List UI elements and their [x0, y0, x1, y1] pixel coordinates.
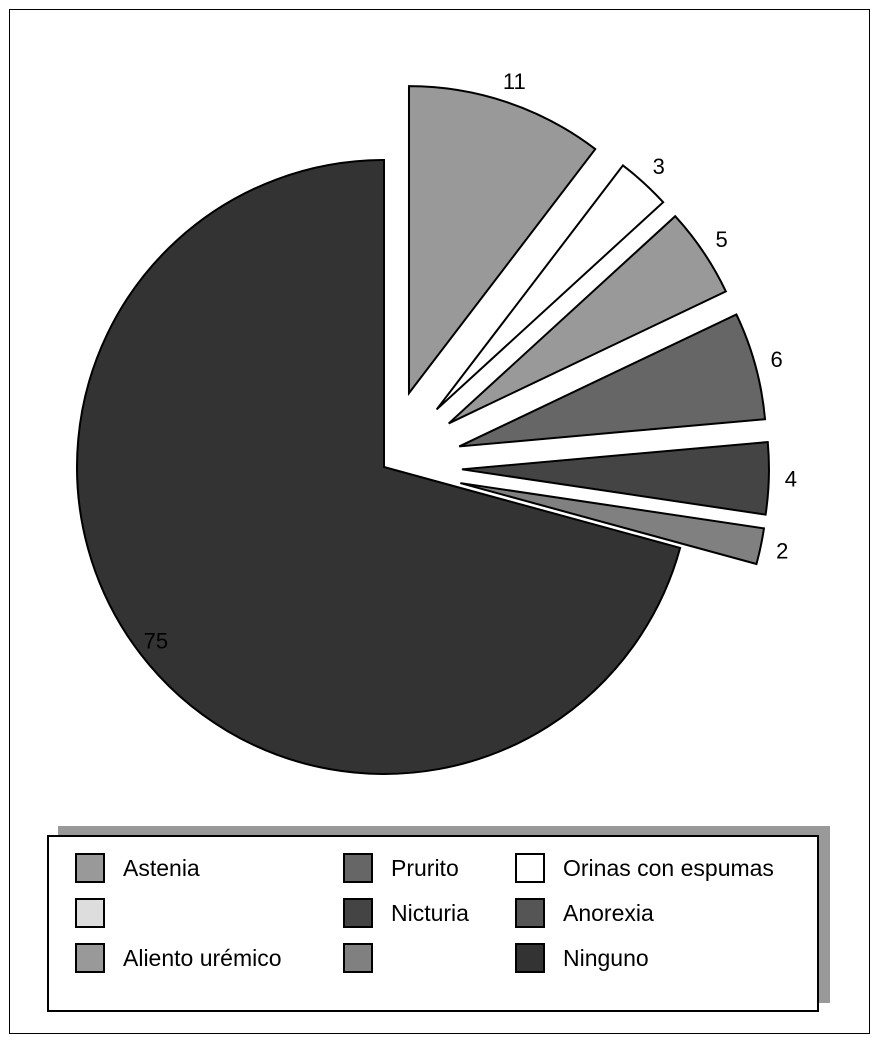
- legend-swatch: [75, 898, 105, 928]
- legend-label: Prurito: [391, 854, 459, 881]
- legend-label: Anorexia: [563, 899, 654, 926]
- legend-swatch: [343, 853, 373, 883]
- chart-frame: [9, 9, 870, 1034]
- legend-item: [75, 896, 123, 930]
- legend-swatch: [343, 898, 373, 928]
- legend-item: Nicturia: [343, 896, 469, 930]
- legend-swatch: [515, 898, 545, 928]
- legend-label: Ninguno: [563, 944, 649, 971]
- legend-label: Nicturia: [391, 899, 469, 926]
- legend-item: Astenia: [75, 851, 200, 885]
- legend-item: Ninguno: [515, 941, 649, 975]
- legend-swatch: [343, 943, 373, 973]
- legend-swatch: [75, 853, 105, 883]
- pie-slice-3: [458, 313, 767, 448]
- slice-label-3: 6: [770, 347, 782, 372]
- slice-label-1: 3: [653, 154, 665, 179]
- pie-slice-2: [448, 214, 728, 425]
- slice-label-0: 11: [503, 69, 526, 94]
- pie-slice-4: [461, 440, 770, 516]
- legend-item: Prurito: [343, 851, 459, 885]
- pie-slice-5: [460, 482, 766, 566]
- pie-slice-6: [76, 158, 682, 775]
- legend-swatch: [75, 943, 105, 973]
- legend-swatch: [515, 853, 545, 883]
- legend-item: Anorexia: [515, 896, 654, 930]
- slice-label-4: 4: [785, 467, 797, 492]
- legend-item: Orinas con espumas: [515, 851, 774, 885]
- slice-label-6: 75: [144, 629, 168, 654]
- legend-label: Astenia: [123, 854, 200, 881]
- slice-label-5: 2: [776, 538, 788, 563]
- legend-label: Aliento urémico: [123, 944, 282, 971]
- legend-swatch: [515, 943, 545, 973]
- legend-item: Aliento urémico: [75, 941, 282, 975]
- legend-item: [343, 941, 391, 975]
- pie-slice-0: [407, 85, 597, 397]
- legend-label: Orinas con espumas: [563, 854, 774, 881]
- slice-label-2: 5: [715, 227, 727, 252]
- pie-slice-1: [435, 164, 665, 411]
- legend: Astenia Prurito Orinas con espumas Nicturia…: [47, 835, 819, 1012]
